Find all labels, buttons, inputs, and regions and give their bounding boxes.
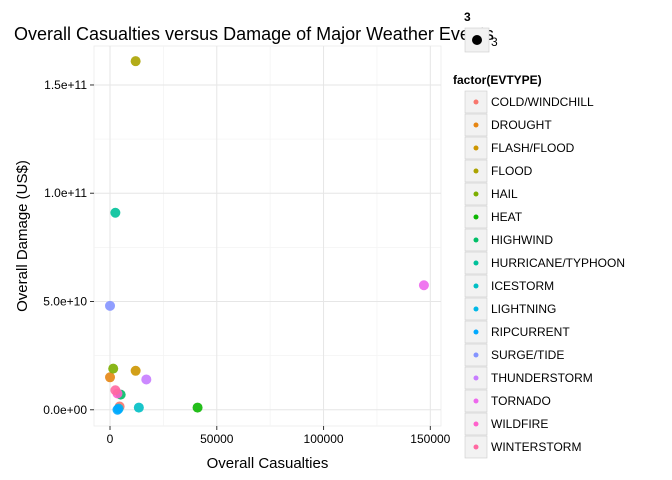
- legend-swatch: [473, 352, 479, 358]
- legend-label: WILDFIRE: [491, 417, 548, 431]
- legend-swatch: [473, 191, 479, 197]
- size-legend-title: 3: [464, 10, 471, 24]
- legend-swatch: [473, 398, 479, 404]
- data-point: [105, 300, 116, 311]
- legend-label: DROUGHT: [491, 118, 552, 132]
- data-point: [108, 363, 119, 374]
- data-point: [110, 207, 121, 218]
- data-point: [141, 374, 152, 385]
- legend-label: HURRICANE/TYPHOON: [491, 256, 625, 270]
- plot-background: [93, 45, 442, 427]
- legend-label: SURGE/TIDE: [491, 348, 564, 362]
- legend-swatch: [473, 122, 479, 128]
- legend-label: HAIL: [491, 187, 518, 201]
- legend-label: TORNADO: [491, 394, 551, 408]
- legend-swatch: [473, 168, 479, 174]
- y-tick-label: 1.0e+11: [44, 186, 87, 200]
- legend-label: WINTERSTORM: [491, 440, 581, 454]
- data-point: [192, 402, 203, 413]
- legend-label: HEAT: [491, 210, 523, 224]
- legend-swatch: [473, 237, 479, 243]
- legend: factor(EVTYPE) COLD/WINDCHILL DROUGHT FLAS…: [453, 73, 625, 459]
- x-axis-title: Overall Casualties: [207, 455, 329, 472]
- data-point: [110, 385, 121, 396]
- legend-swatch: [473, 421, 479, 427]
- data-point: [130, 56, 141, 67]
- legend-swatch: [473, 306, 479, 312]
- y-tick-label: 5.0e+10: [43, 294, 87, 308]
- legend-swatch: [473, 375, 479, 381]
- legend-swatch: [473, 329, 479, 335]
- x-tick-label: 100000: [304, 432, 344, 446]
- legend-label: FLASH/FLOOD: [491, 141, 575, 155]
- legend-title: factor(EVTYPE): [453, 73, 542, 87]
- data-point: [418, 280, 429, 291]
- y-tick-label: 1.5e+11: [44, 78, 87, 92]
- legend-label: THUNDERSTORM: [491, 371, 593, 385]
- data-point: [105, 372, 116, 383]
- size-legend-label: 3: [491, 35, 498, 49]
- legend-label: ICESTORM: [491, 279, 554, 293]
- x-tick-label: 150000: [410, 432, 450, 446]
- data-point: [112, 404, 123, 415]
- y-tick-label: 0.0e+00: [43, 403, 87, 417]
- x-tick-label: 50000: [200, 432, 234, 446]
- size-legend-key: [464, 27, 490, 53]
- data-point: [130, 365, 141, 376]
- x-tick-label: 0: [107, 432, 114, 446]
- plot-panel: [93, 45, 442, 427]
- legend-swatch: [473, 260, 479, 266]
- legend-label: FLOOD: [491, 164, 533, 178]
- size-legend-point: [472, 35, 482, 45]
- data-point: [133, 402, 144, 413]
- legend-label: LIGHTNING: [491, 302, 556, 316]
- legend-label: RIPCURRENT: [491, 325, 570, 339]
- legend-label: HIGHWIND: [491, 233, 553, 247]
- legend-swatch: [473, 99, 479, 105]
- chart-title: Overall Casualties versus Damage of Majo…: [14, 24, 494, 44]
- legend-label: COLD/WINDCHILL: [491, 95, 594, 109]
- y-axis-title: Overall Damage (US$): [14, 160, 31, 312]
- legend-swatch: [473, 444, 479, 450]
- legend-swatch: [473, 145, 479, 151]
- legend-swatch: [473, 283, 479, 289]
- legend-swatch: [473, 214, 479, 220]
- size-legend: 3 3: [464, 10, 498, 53]
